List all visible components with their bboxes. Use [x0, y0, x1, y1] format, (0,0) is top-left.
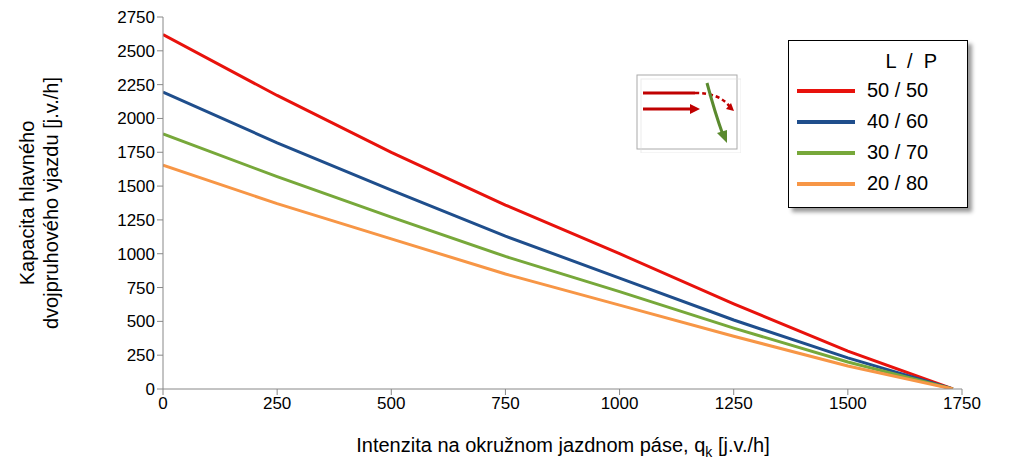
svg-text:0: 0: [146, 380, 155, 399]
svg-text:2750: 2750: [117, 8, 155, 27]
svg-text:Kapacita hlavného: Kapacita hlavného: [16, 121, 38, 286]
svg-text:2250: 2250: [117, 76, 155, 95]
html-text:40 / 60: 40 / 60: [867, 110, 929, 132]
svg-text:1000: 1000: [117, 245, 155, 264]
svg-text:2000: 2000: [117, 109, 155, 128]
svg-text:0: 0: [158, 394, 167, 413]
svg-text:1250: 1250: [715, 394, 753, 413]
svg-text:1750: 1750: [117, 143, 155, 162]
svg-text:1250: 1250: [117, 211, 155, 230]
svg-text:dvojpruhového vjazdu [j.v./h]: dvojpruhového vjazdu [j.v./h]: [40, 77, 62, 329]
svg-text:Intenzita na okružnom jazdnom: Intenzita na okružnom jazdnom páse, qk […: [356, 434, 770, 460]
html-text:30 / 70: 30 / 70: [867, 141, 929, 163]
html-text:20 / 80: 20 / 80: [867, 172, 929, 194]
svg-text:2500: 2500: [117, 42, 155, 61]
svg-text:250: 250: [263, 394, 291, 413]
html-text:L / P: L / P: [885, 50, 937, 72]
svg-text:1500: 1500: [117, 177, 155, 196]
html-text:50 / 50: 50 / 50: [867, 79, 929, 101]
svg-text:500: 500: [377, 394, 405, 413]
svg-text:500: 500: [127, 312, 155, 331]
svg-text:750: 750: [491, 394, 519, 413]
svg-text:1000: 1000: [601, 394, 639, 413]
svg-text:250: 250: [127, 346, 155, 365]
svg-text:1500: 1500: [829, 394, 867, 413]
svg-text:750: 750: [127, 279, 155, 298]
svg-text:1750: 1750: [943, 394, 981, 413]
